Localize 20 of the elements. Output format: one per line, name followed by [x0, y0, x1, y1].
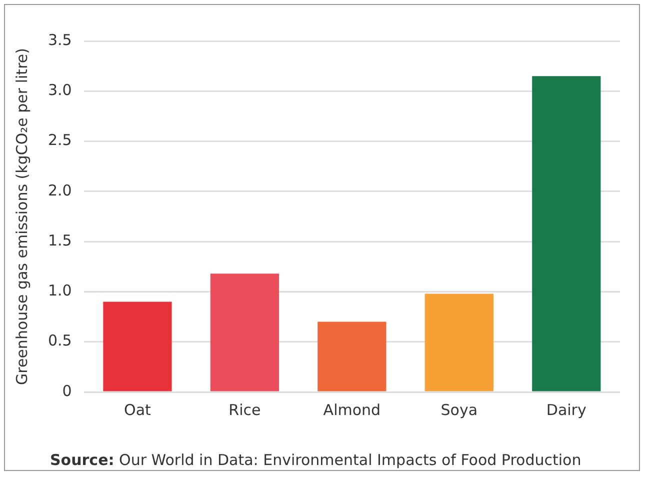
source-note: Source: Our World in Data: Environmental Impacts of Food Production [50, 451, 582, 469]
y-tick-label: 2.5 [48, 131, 72, 150]
x-tick-label: Rice [228, 400, 261, 419]
x-tick-label: Soya [440, 400, 478, 419]
y-tick-label: 0 [62, 382, 72, 400]
y-tick-label: 1.5 [48, 231, 72, 250]
bar [210, 274, 280, 392]
y-tick-label: 3.0 [48, 81, 72, 100]
bar [318, 322, 386, 392]
bar [103, 302, 172, 392]
y-axis-title: Greenhouse gas emissions (kgCO₂e per litre) [12, 48, 31, 385]
y-tick-label: 2.0 [48, 181, 72, 200]
bar [424, 294, 494, 392]
y-tick-label: 0.5 [48, 332, 72, 350]
y-tick-label: 1.0 [48, 282, 72, 300]
x-tick-label: Almond [323, 400, 381, 419]
bar [532, 76, 601, 392]
x-tick-label: Oat [124, 400, 152, 419]
x-tick-label: Dairy [546, 400, 586, 419]
y-tick-label: 3.5 [48, 30, 72, 49]
